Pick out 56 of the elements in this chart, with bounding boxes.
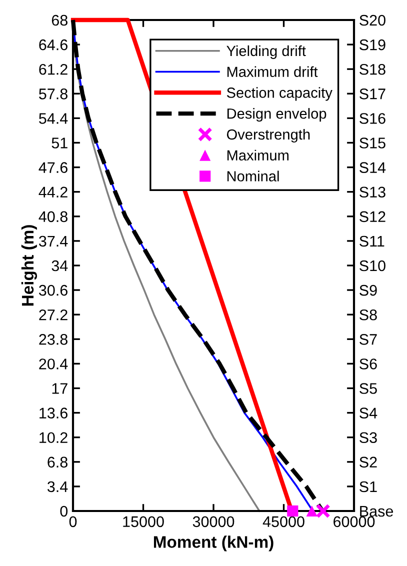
y-tick-label: 40.8 [38, 211, 68, 222]
x-tick-label: 0 [69, 516, 77, 528]
category-label: S8 [360, 309, 377, 320]
y-tick-label: 44.2 [38, 186, 68, 198]
category-label: S14 [360, 162, 386, 173]
legend-label: Design envelop [227, 108, 326, 122]
x-axis-title: Moment (kN-m) [154, 536, 274, 552]
y-tick-label: 57.8 [39, 88, 68, 100]
y-tick-label: 68 [52, 14, 68, 26]
y-tick-label: 0 [60, 506, 68, 517]
y-tick-label: 64.6 [39, 39, 68, 50]
y-tick-label: 10.2 [40, 432, 68, 444]
category-label: Base [360, 506, 394, 517]
y-tick-label: 34 [52, 260, 68, 272]
category-label: S19 [360, 39, 386, 50]
y-tick-label: 6.8 [48, 456, 68, 468]
category-label: S11 [360, 236, 384, 247]
y-tick-label: 37.4 [38, 236, 68, 247]
category-label: S2 [360, 456, 377, 468]
category-label: S1 [360, 481, 377, 492]
x-tick-label: 30000 [192, 516, 234, 528]
y-axis-title: Height (m) [21, 225, 38, 306]
y-tick-label: 51 [52, 138, 68, 148]
category-label: S20 [360, 14, 386, 26]
x-tick-label: 45000 [262, 516, 304, 528]
category-label: S16 [360, 113, 386, 124]
category-label: S5 [360, 383, 377, 394]
x-tick-label: 15000 [123, 516, 164, 528]
y-tick-label: 47.6 [38, 162, 68, 173]
y-tick-label: 20.4 [39, 358, 68, 370]
category-label: S3 [360, 432, 377, 444]
legend-label: Maximum drift [227, 66, 318, 77]
category-label: S4 [360, 408, 378, 418]
legend-label: Section capacity [226, 87, 332, 101]
category-label: S15 [360, 138, 386, 148]
y-tick-label: 13.6 [40, 408, 68, 418]
y-tick-label: 61.2 [39, 64, 68, 75]
category-label: S13 [360, 186, 386, 198]
category-label: S9 [360, 284, 377, 296]
category-label: S10 [360, 260, 386, 272]
y-tick-label: 54.4 [39, 113, 68, 124]
y-tick-label: 27.2 [39, 309, 68, 320]
x-tick-label: 60000 [334, 516, 375, 528]
y-tick-label: 17 [52, 383, 68, 394]
category-label: S6 [360, 358, 377, 370]
y-tick-label: 30.6 [38, 284, 68, 296]
category-label: S12 [360, 211, 386, 222]
y-tick-label: 23.8 [39, 334, 68, 345]
legend-label: Overstrength [226, 128, 310, 143]
legend-label: Yielding drift [226, 45, 306, 59]
category-label: S17 [360, 88, 386, 100]
legend-label: Nominal [227, 170, 279, 182]
y-tick-label: 3.4 [47, 481, 68, 492]
legend-label: Maximum [227, 150, 288, 161]
category-label: S18 [360, 64, 386, 75]
category-label: S7 [360, 334, 377, 345]
